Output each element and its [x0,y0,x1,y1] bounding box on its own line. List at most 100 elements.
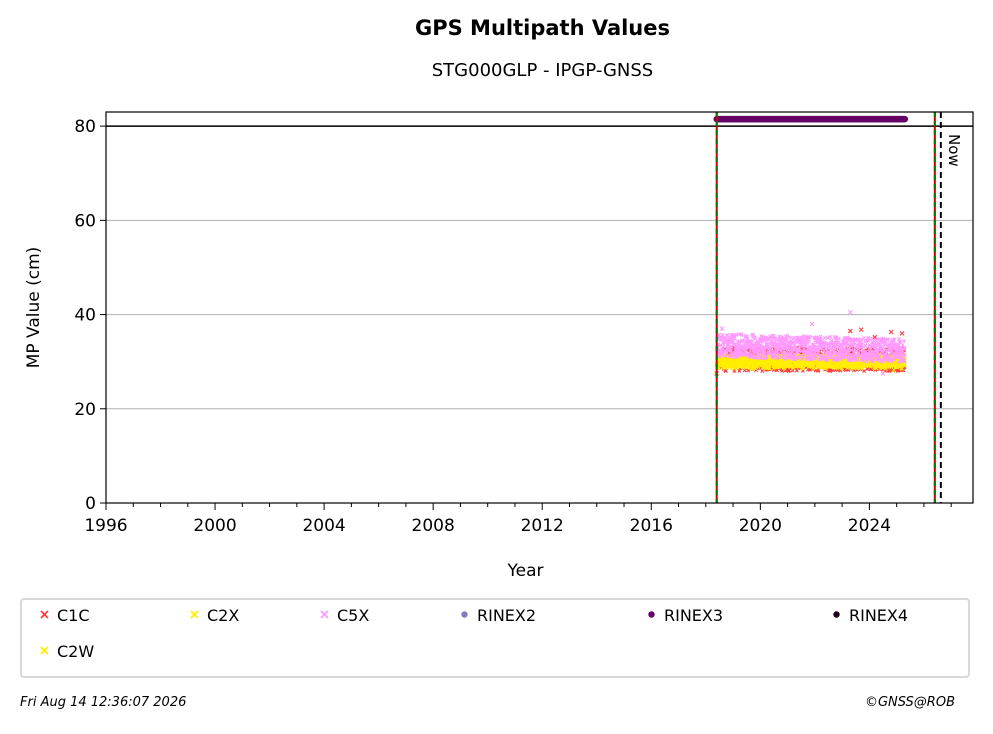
legend-marker [832,610,841,622]
y-tick-label: 0 [85,494,96,514]
data-point [901,115,909,123]
data-point [836,336,841,341]
legend-marker [190,609,199,622]
data-point [816,353,821,358]
x-axis-label: Year [507,561,544,581]
data-point [859,337,864,342]
data-point [891,367,897,373]
data-point [847,328,853,334]
y-tick-label: 60 [74,211,96,231]
data-point [785,333,790,338]
data-point [847,347,852,352]
legend-marker [460,610,469,622]
data-point [860,348,865,353]
data-point [803,351,808,356]
legend-item-c2w: C2W [40,642,94,661]
data-point [720,332,725,337]
data-point [818,334,823,339]
generation-timestamp: Fri Aug 14 12:36:07 2026 [20,695,187,710]
data-point [813,366,818,371]
data-point [889,347,894,352]
data-point [847,309,853,315]
x-tick-label: 2004 [302,516,345,536]
data-point [892,357,897,362]
data-point [760,339,765,344]
data-point [736,364,741,369]
chart-title: GPS Multipath Values [414,16,670,40]
data-point [720,345,725,350]
x-tick-label: 2012 [521,516,564,536]
data-point [765,342,770,347]
data-point [748,349,753,353]
chart-subtitle: STG000GLP - IPGP-GNSS [431,60,654,81]
data-point [763,351,768,356]
data-point [816,348,821,353]
y-tick-label: 20 [74,400,96,420]
plot-frame [105,111,974,504]
data-point [758,354,763,359]
series-rinex3 [713,115,909,123]
data-point [860,366,865,371]
data-point [899,366,904,371]
data-point [735,354,740,359]
data-point [860,342,865,347]
data-point [855,357,860,362]
x-tick-label: 1996 [84,516,127,536]
data-point [825,357,830,362]
data-point [902,363,907,368]
legend-label: C2W [57,642,95,661]
data-point [813,353,818,358]
data-point [808,335,813,340]
data-point [733,360,738,365]
data-point [902,345,907,350]
data-point [864,349,869,354]
data-point [739,333,744,338]
legend-label: C2X [207,606,240,625]
legend-item-rinex3: RINEX3 [647,606,723,625]
data-point [769,351,774,356]
data-point [838,357,843,362]
data-point [883,342,888,347]
data-point [801,366,806,371]
data-point [870,336,875,341]
data-point [760,369,765,373]
data-point [902,338,907,343]
data-point [763,335,768,340]
data-point [751,332,756,337]
x-tick-label: 2000 [193,516,236,536]
data-point [791,366,796,371]
data-point [862,369,867,374]
data-point [852,349,856,354]
data-point [885,337,890,342]
data-point [890,351,895,356]
data-point [900,342,905,347]
legend-label: C5X [337,606,370,625]
data-point [878,344,883,349]
data-point [807,339,812,344]
data-point [880,371,886,376]
data-point [742,368,747,373]
data-point [771,333,776,338]
data-point [726,342,731,347]
data-point [805,341,810,346]
data-point [716,366,721,371]
data-point [863,343,868,348]
x-tick-label: 2024 [848,516,891,536]
data-point [764,354,769,359]
data-point [881,347,886,352]
data-point [780,346,785,351]
data-point [794,368,799,373]
data-point [738,344,743,349]
series-c5x [714,309,907,376]
legend-label: C1C [57,606,90,625]
data-point [892,337,897,342]
data-point [896,343,901,348]
legend-marker [647,610,656,622]
legend-marker [40,609,49,622]
now-label: Now [945,134,963,167]
x-tick-label: 2016 [630,516,673,536]
data-point [726,358,731,363]
legend-marker [320,609,329,622]
legend-label: RINEX4 [849,606,909,625]
data-point [744,346,749,351]
